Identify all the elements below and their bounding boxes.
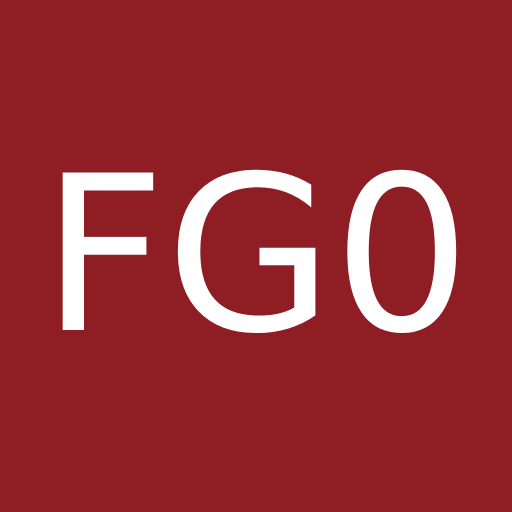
tile-initials: FG0	[41, 130, 471, 381]
